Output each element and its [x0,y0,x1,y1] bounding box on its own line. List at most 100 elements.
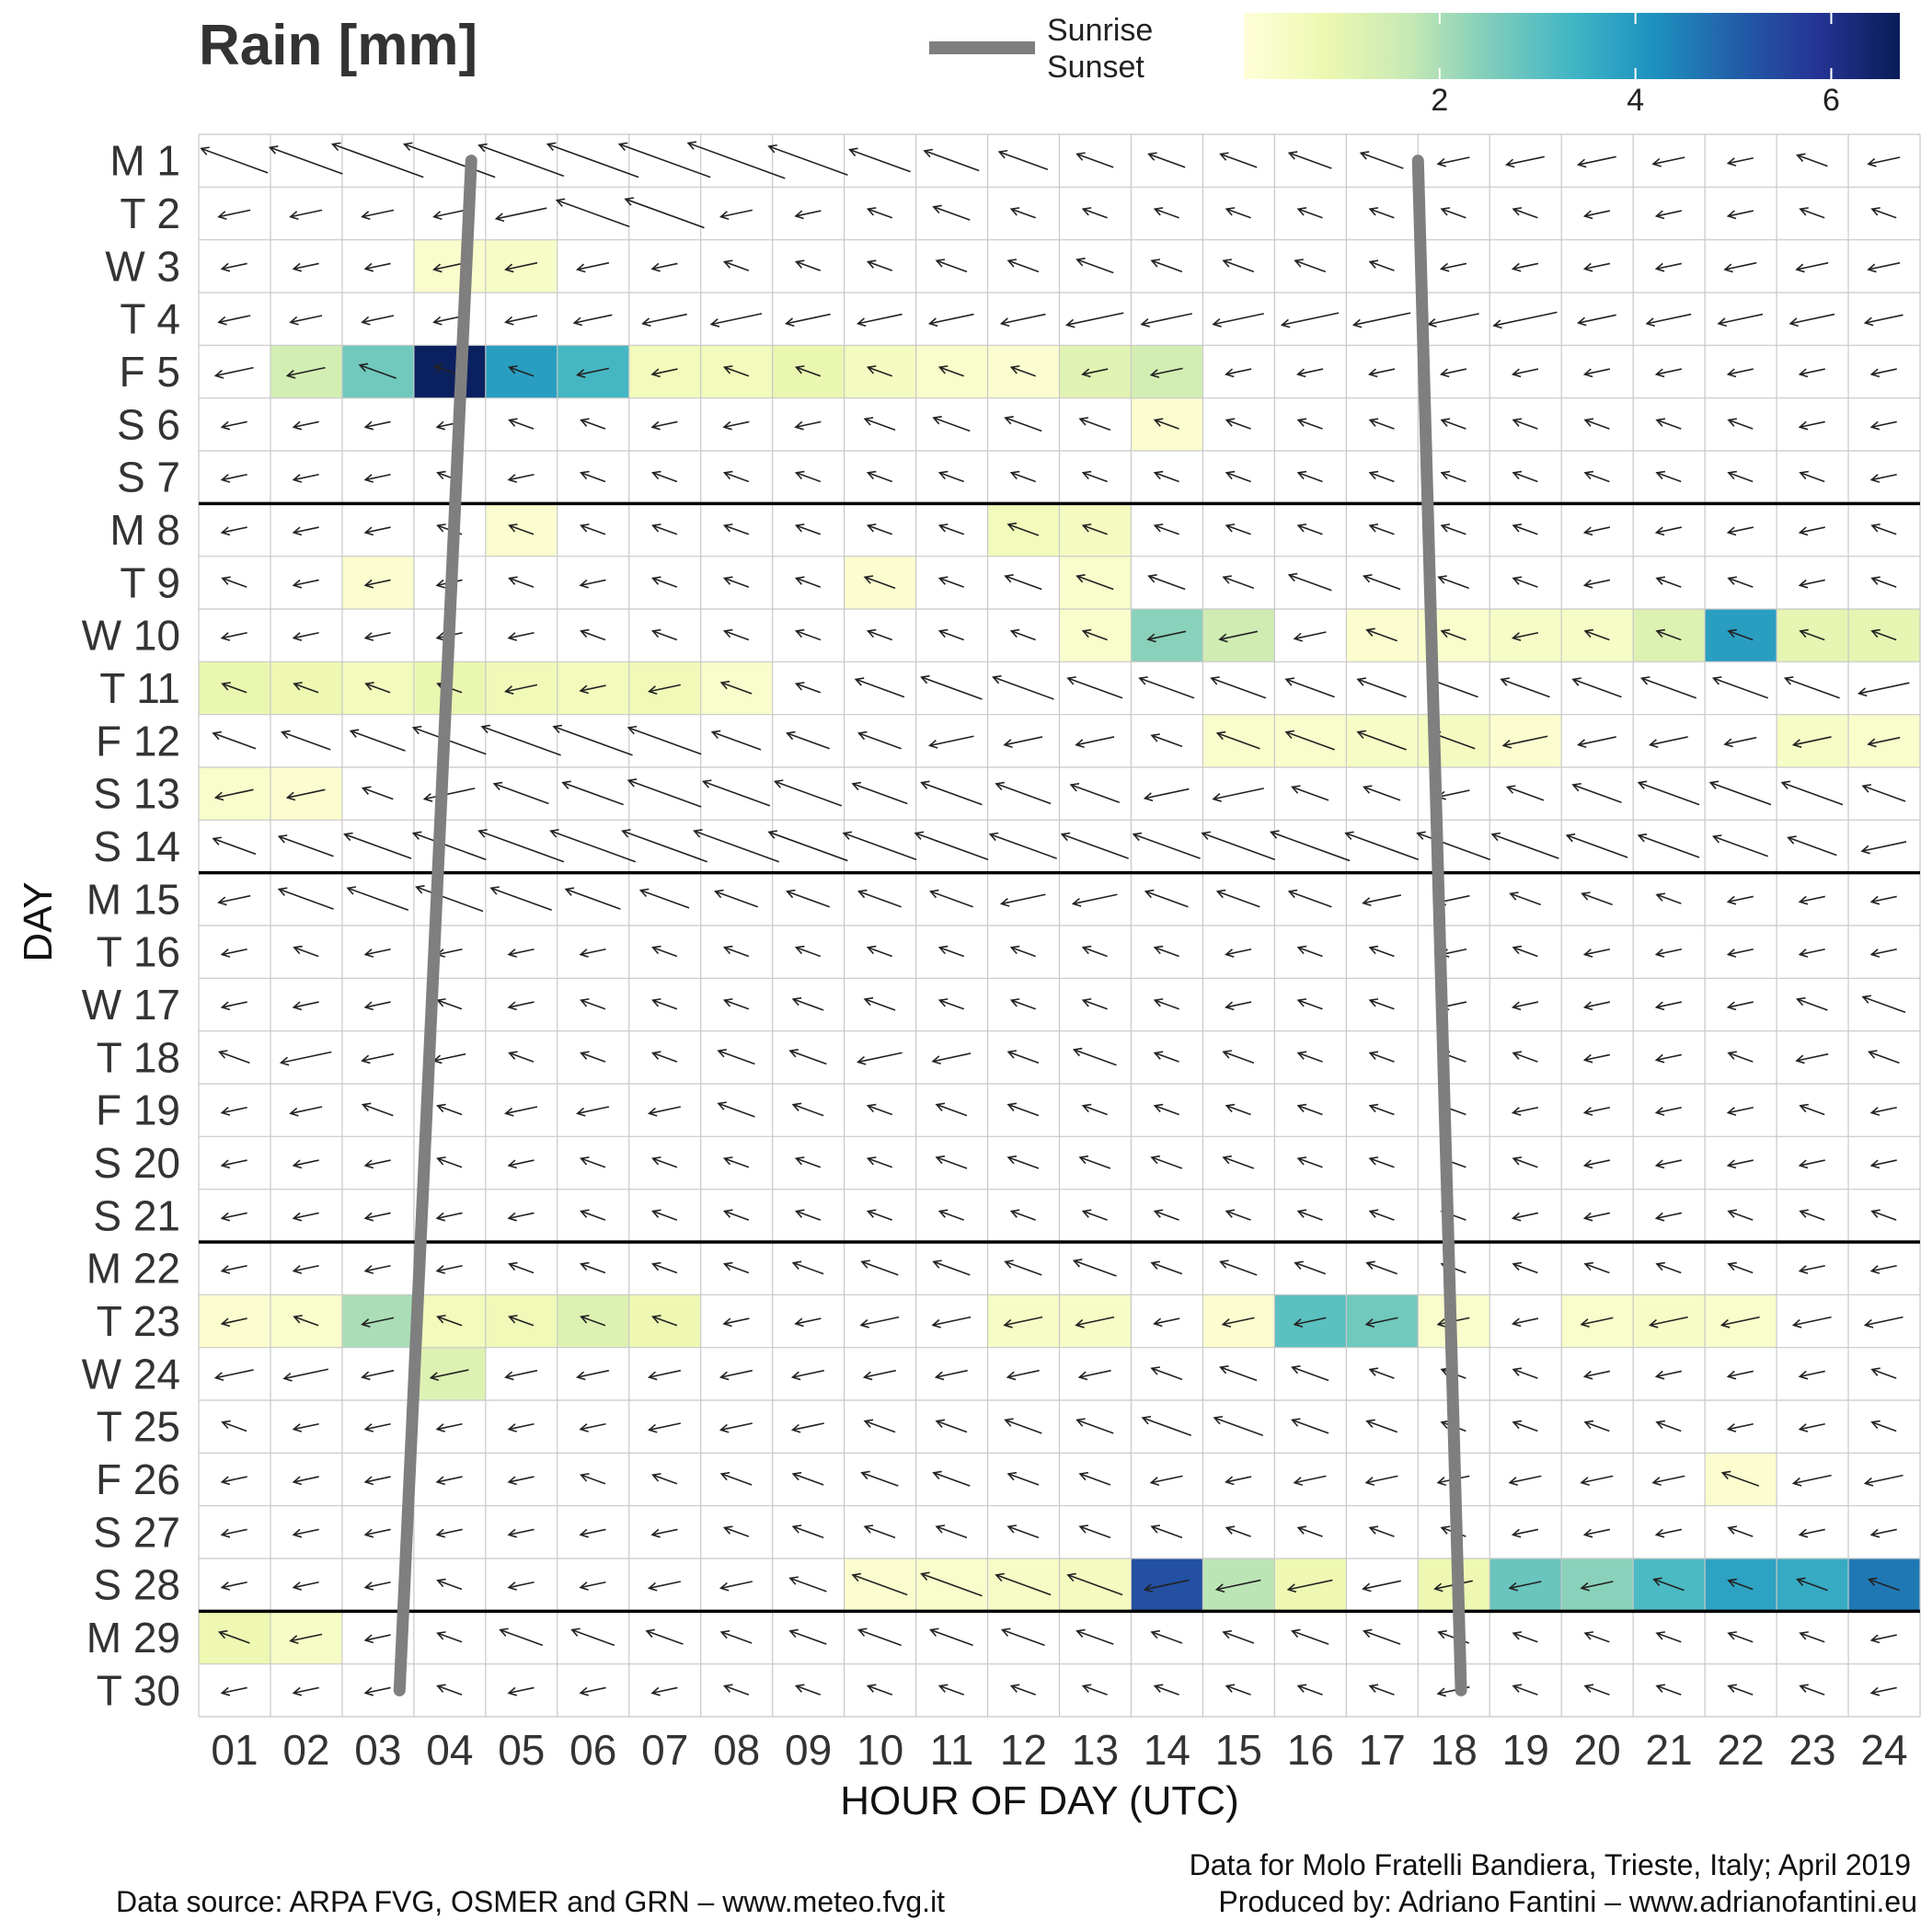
wind-arrow-shaft [1572,784,1622,803]
wind-arrow-head [1212,318,1222,328]
wind-arrow-shaft [282,731,331,751]
wind-arrow-head [1511,1001,1522,1011]
wind-arrow-head [1365,1260,1375,1270]
wind-arrow-shaft [724,524,750,535]
y-axis-title: DAY [16,881,61,961]
wind-arrow-shaft [652,472,678,483]
wind-arrow-head [1798,579,1809,589]
wind-arrow-shaft [651,262,678,270]
wind-arrow-shaft [580,948,606,956]
wind-arrow-head [411,725,422,735]
wind-arrow-head [1512,470,1523,480]
wind-arrow-head [1511,368,1522,378]
wind-arrow-shaft [509,524,535,535]
wind-arrow-head [932,204,942,214]
wind-arrow-shaft [1083,1105,1108,1116]
wind-arrow-shaft [792,998,824,1011]
wind-arrow-shaft [1512,1212,1539,1220]
wind-arrow-shaft [437,1685,463,1696]
wind-arrow-head [220,949,231,958]
wind-arrow-shaft [1871,1106,1897,1114]
wind-arrow-shaft [652,577,678,588]
wind-arrow-head [436,1684,446,1693]
wind-arrow-head [794,470,805,480]
wind-arrow-head [914,831,925,840]
wind-arrow-shaft [712,731,762,751]
wind-arrow-head [786,889,796,899]
wind-arrow-head [1582,1053,1593,1064]
wind-arrow-head [791,1260,802,1270]
wind-arrow-head [1869,368,1880,378]
wind-arrow-head [1717,317,1727,328]
wind-arrow-shaft [1800,1159,1825,1167]
wind-arrow-shaft [213,732,257,750]
wind-arrow-shaft [652,1052,678,1063]
wind-arrow-shaft [1728,1106,1754,1114]
wind-arrow-head [480,724,491,734]
wind-arrow-shaft [293,1528,319,1536]
wind-arrow-shaft [580,1422,606,1431]
wind-arrow-head [435,1476,446,1486]
wind-arrow-head [1081,945,1092,955]
wind-arrow-shaft [365,631,391,639]
wind-arrow-head [1362,1582,1372,1593]
wind-arrow-shaft [222,1421,247,1432]
y-tick-label: T 11 [99,664,180,712]
wind-arrow-shaft [365,683,391,694]
wind-arrow-shaft [1441,472,1466,483]
wind-arrow-head [1726,1159,1737,1169]
wind-arrow-head [931,1055,941,1065]
wind-arrow-shaft [1871,630,1897,641]
wind-arrow-shaft [270,146,343,175]
wind-arrow-shaft [1728,156,1754,165]
wind-arrow-head [1077,1371,1088,1381]
wind-arrow-head [722,945,733,955]
wind-arrow-head [1868,1577,1878,1586]
wind-arrow-shaft [1584,262,1611,270]
wind-arrow-shaft [1656,210,1683,217]
wind-arrow-shaft [332,143,424,178]
wind-arrow-head [1583,470,1594,480]
wind-arrow-shaft [1297,1052,1323,1063]
wind-arrow-head [934,1371,945,1381]
y-tick-label: F 26 [96,1455,180,1503]
wind-arrow-shaft [1441,524,1466,535]
wind-arrow-shaft [1584,368,1611,375]
wind-arrow-shaft [478,144,565,178]
wind-arrow-shaft [939,577,964,588]
wind-arrow-shaft [993,676,1054,700]
wind-arrow-head [221,576,231,585]
wind-arrow-head [788,1628,799,1639]
wind-arrow-head [1798,368,1809,378]
wind-arrow-head [1219,152,1229,161]
wind-arrow-head [1009,207,1020,216]
wind-arrow-head [579,579,589,589]
wind-arrow-shaft [936,1369,968,1378]
wind-arrow-shaft [1656,262,1683,270]
wind-arrow-shaft [1656,1528,1683,1536]
wind-arrow-head [937,945,949,955]
wind-arrow-head [785,317,795,328]
wind-arrow-shaft [1271,831,1351,862]
wind-arrow-head [504,1371,514,1381]
wind-arrow-head [857,730,868,741]
wind-arrow-head [1006,1050,1018,1059]
wind-arrow-shaft [1083,1685,1108,1696]
wind-arrow-head [1433,1582,1443,1593]
wind-arrow-shaft [1512,1157,1538,1168]
wind-arrow-head [1580,1477,1590,1486]
wind-arrow-head [435,1212,446,1222]
y-tick-label: W 10 [82,612,180,660]
wind-arrow-head [1726,210,1737,220]
wind-arrow-head [794,682,805,691]
wind-arrow-head [1225,1476,1235,1486]
wind-arrow-shaft [649,1581,682,1590]
wind-arrow-shaft [939,366,964,377]
wind-arrow-head [1081,470,1092,480]
wind-arrow-shaft [222,1159,247,1167]
wind-arrow-head [1072,1047,1083,1057]
wind-arrow-shaft [861,1472,899,1487]
wind-arrow-head [343,832,353,842]
wind-arrow-shaft [1656,948,1683,956]
wind-arrow-shaft [1289,152,1332,169]
